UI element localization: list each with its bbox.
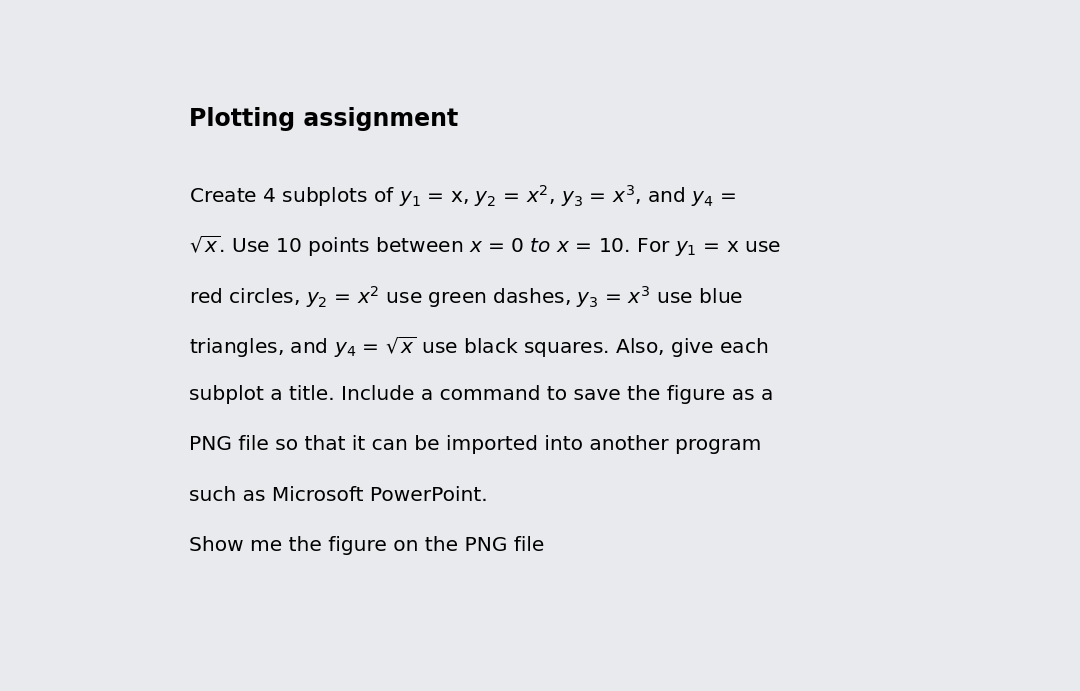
Text: PNG file so that it can be imported into another program: PNG file so that it can be imported into… [189, 435, 761, 454]
Text: Show me the figure on the PNG file: Show me the figure on the PNG file [189, 536, 544, 555]
Text: subplot a title. Include a command to save the figure as a: subplot a title. Include a command to sa… [189, 385, 773, 404]
Text: red circles, $y_2$ = $x^2$ use green dashes, $y_3$ = $x^3$ use blue: red circles, $y_2$ = $x^2$ use green das… [189, 284, 743, 310]
Text: Create 4 subplots of $y_1$ = x, $y_2$ = $x^2$, $y_3$ = $x^3$, and $y_4$ =: Create 4 subplots of $y_1$ = x, $y_2$ = … [189, 183, 737, 209]
Text: such as Microsoft PowerPoint.: such as Microsoft PowerPoint. [189, 486, 488, 504]
Text: triangles, and $y_4$ = $\sqrt{x}$ use black squares. Also, give each: triangles, and $y_4$ = $\sqrt{x}$ use bl… [189, 334, 768, 359]
Text: Plotting assignment: Plotting assignment [189, 107, 458, 131]
Text: $\sqrt{x}$. Use 10 points between $x$ = 0 $to$ $x$ = 10. For $y_1$ = x use: $\sqrt{x}$. Use 10 points between $x$ = … [189, 234, 781, 258]
